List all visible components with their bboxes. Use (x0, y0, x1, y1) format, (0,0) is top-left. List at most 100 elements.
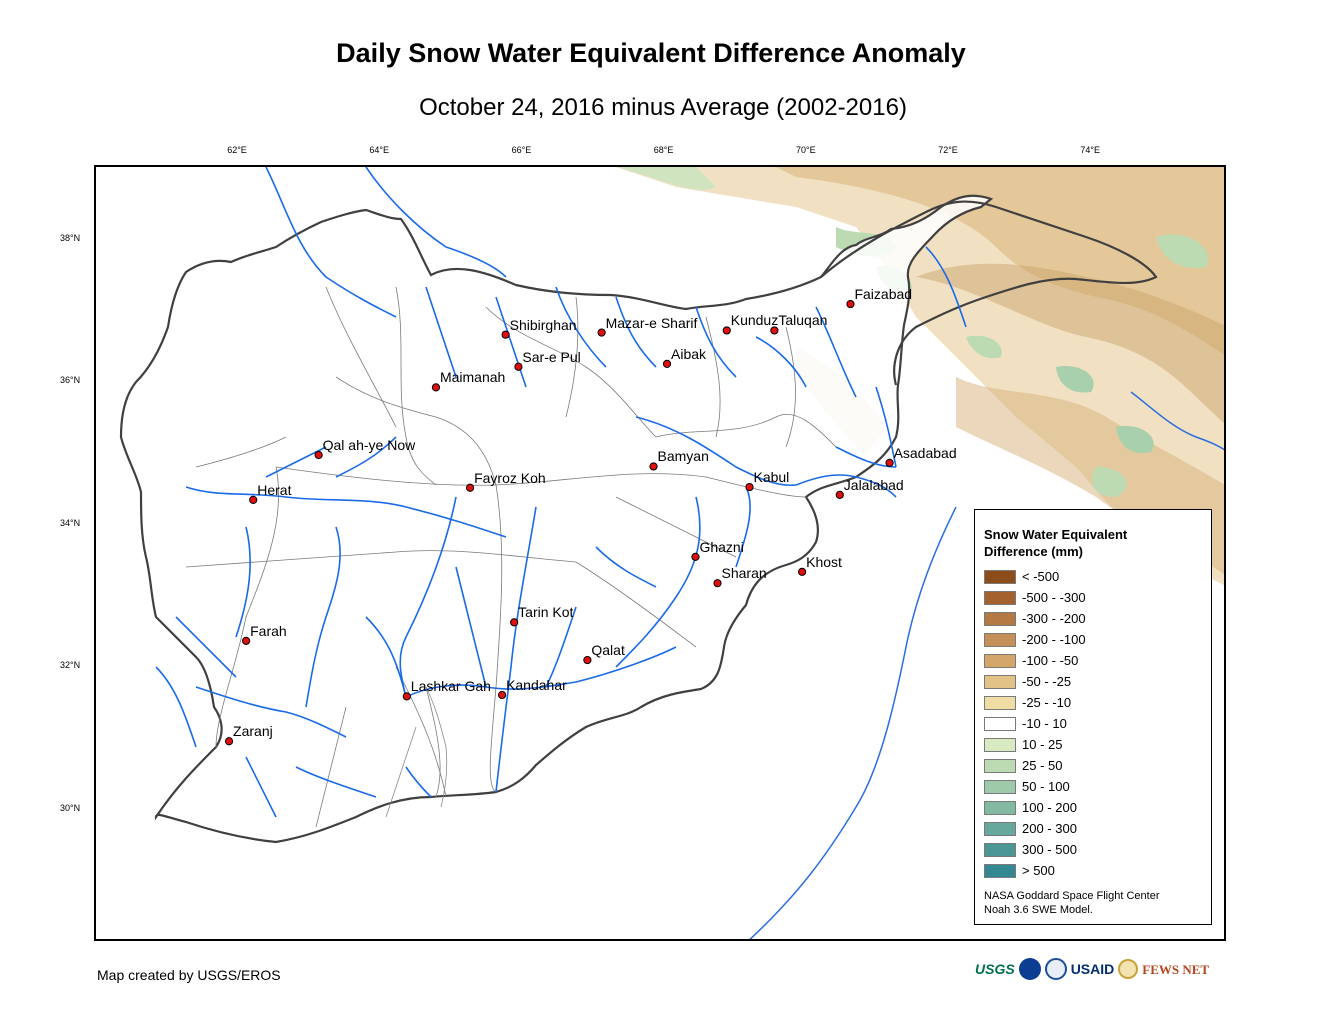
legend-swatch (984, 737, 1016, 752)
city-marker (224, 737, 234, 746)
city-marker (722, 326, 731, 335)
city-marker (514, 362, 523, 371)
legend-swatch (984, 632, 1016, 647)
city-marker (583, 655, 592, 665)
city-label: Bamyan (657, 448, 709, 465)
city-marker (497, 690, 507, 700)
legend-swatch (984, 653, 1016, 668)
country-boundary (119, 194, 994, 844)
city-marker (431, 383, 441, 392)
legend-item-label: 10 - 25 (1022, 737, 1063, 752)
logo-strip: USGS USAID FEWS NET (975, 958, 1209, 980)
legend-item-label: 200 - 300 (1022, 821, 1077, 836)
longitude-label: 72°E (938, 145, 958, 155)
neighbor-boundary (749, 506, 957, 939)
fews-globe-icon (1118, 959, 1139, 979)
latitude-label: 36°N (60, 375, 81, 386)
city-marker (597, 328, 606, 337)
city-marker (242, 636, 251, 645)
longitude-label: 64°E (369, 145, 389, 155)
city-marker (649, 462, 658, 471)
longitude-label: 74°E (1080, 145, 1100, 155)
city-label: Taluqan (778, 312, 828, 329)
legend-swatch (984, 569, 1016, 584)
city-label: Farah (250, 622, 287, 639)
city-marker (662, 359, 672, 368)
latitude-label: 32°N (60, 660, 81, 671)
legend-item: -10 - 10 (984, 713, 1211, 734)
city-label: Kandahar (506, 676, 567, 693)
longitude-label: 66°E (511, 145, 532, 155)
city-label: Aibak (671, 345, 707, 362)
city-label: Qal ah-ye Now (322, 437, 416, 454)
legend-item-label: 50 - 100 (1022, 779, 1070, 794)
city-label: Asadabad (893, 444, 957, 461)
city-label: Herat (257, 481, 292, 498)
city-label: Shibirghan (509, 316, 577, 333)
usaid-logo: USAID (1070, 961, 1115, 977)
legend-item-label: -200 - -100 (1022, 632, 1086, 647)
legend-item-label: -50 - -25 (1022, 674, 1072, 689)
city-label: Fayroz Koh (474, 469, 546, 486)
latitude-label: 34°N (60, 517, 81, 528)
city-label: Lashkar Gah (410, 678, 491, 695)
legend-credit: NASA Goddard Space Flight Center Noah 3.… (984, 889, 1211, 917)
legend-swatch (984, 758, 1016, 773)
city-marker (314, 450, 323, 460)
legend-swatch (984, 779, 1016, 794)
minor-streams (385, 686, 448, 818)
legend-item-label: -100 - -50 (1022, 653, 1079, 668)
legend-swatch (984, 821, 1016, 836)
legend-swatch (984, 695, 1016, 710)
longitude-label: 68°E (653, 145, 674, 155)
city-marker (510, 618, 519, 627)
legend-item: -200 - -100 (984, 629, 1211, 650)
legend-item: -25 - -10 (984, 692, 1211, 713)
legend-item-label: -300 - -200 (1022, 611, 1086, 626)
seal-icon (1044, 958, 1067, 980)
legend-item-label: 25 - 50 (1022, 758, 1063, 773)
longitude-label: 70°E (795, 145, 816, 155)
legend-item: 300 - 500 (984, 839, 1211, 860)
legend-item: > 500 (984, 860, 1211, 881)
legend-swatch (984, 674, 1016, 689)
legend-title: Snow Water Equivalent Difference (mm) (984, 527, 1128, 559)
city-label: Kunduz (730, 312, 779, 329)
legend-item-label: -10 - 10 (1022, 716, 1067, 731)
legend-item-label: -25 - -10 (1022, 695, 1072, 710)
legend-item: -300 - -200 (984, 608, 1211, 629)
legend-swatch (984, 590, 1016, 605)
legend-item: -100 - -50 (984, 650, 1211, 671)
city-marker (713, 579, 722, 588)
city-label: Jalalabad (843, 476, 904, 493)
city-label: Khost (806, 553, 842, 570)
city-marker (501, 330, 510, 339)
latitude-label: 30°N (60, 802, 81, 813)
city-marker (835, 490, 844, 499)
fews-net-logo: FEWS NET (1142, 961, 1210, 977)
latitude-label: 38°N (60, 233, 81, 243)
city-marker (770, 326, 779, 335)
legend: Snow Water Equivalent Difference (mm) < … (974, 509, 1212, 925)
city-label: Faizabad (854, 286, 913, 303)
footer-credit: Map created by USGS/EROS (97, 967, 281, 983)
legend-swatch (984, 611, 1016, 626)
legend-swatch (984, 842, 1016, 857)
legend-item: 200 - 300 (984, 818, 1211, 839)
city-label: Ghazni (699, 538, 744, 555)
neighbor-boundary (1130, 391, 1224, 451)
legend-item: 100 - 200 (984, 797, 1211, 818)
city-label: Sar-e Pul (522, 348, 581, 365)
city-marker (798, 567, 807, 576)
city-label: Tarin Kot (518, 604, 574, 621)
city-marker (885, 458, 894, 467)
legend-item: 25 - 50 (984, 755, 1211, 776)
city-marker (249, 495, 258, 504)
city-label: Sharan (721, 565, 767, 582)
city-label: Zaranj (233, 723, 273, 740)
wakhan-corridor (820, 200, 1158, 386)
legend-item-label: -500 - -300 (1022, 590, 1086, 605)
nasa-icon (1018, 958, 1041, 980)
legend-item: -500 - -300 (984, 587, 1211, 608)
map-title: Daily Snow Water Equivalent Difference A… (336, 38, 966, 68)
